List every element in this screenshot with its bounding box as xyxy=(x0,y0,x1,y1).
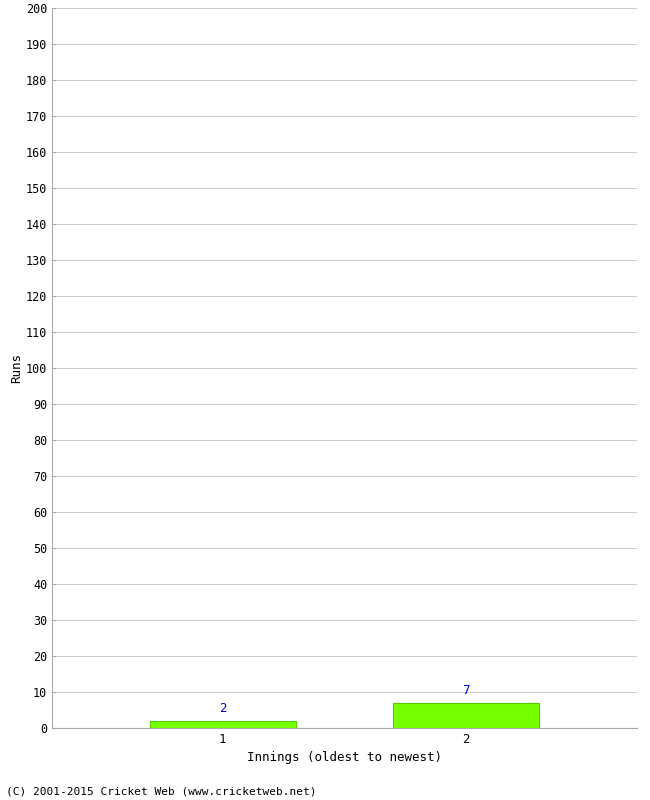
Text: (C) 2001-2015 Cricket Web (www.cricketweb.net): (C) 2001-2015 Cricket Web (www.cricketwe… xyxy=(6,786,317,796)
Text: 2: 2 xyxy=(219,702,226,715)
X-axis label: Innings (oldest to newest): Innings (oldest to newest) xyxy=(247,751,442,765)
Bar xyxy=(393,703,540,728)
Bar xyxy=(150,721,296,728)
Y-axis label: Runs: Runs xyxy=(10,353,23,383)
Text: 7: 7 xyxy=(463,685,470,698)
